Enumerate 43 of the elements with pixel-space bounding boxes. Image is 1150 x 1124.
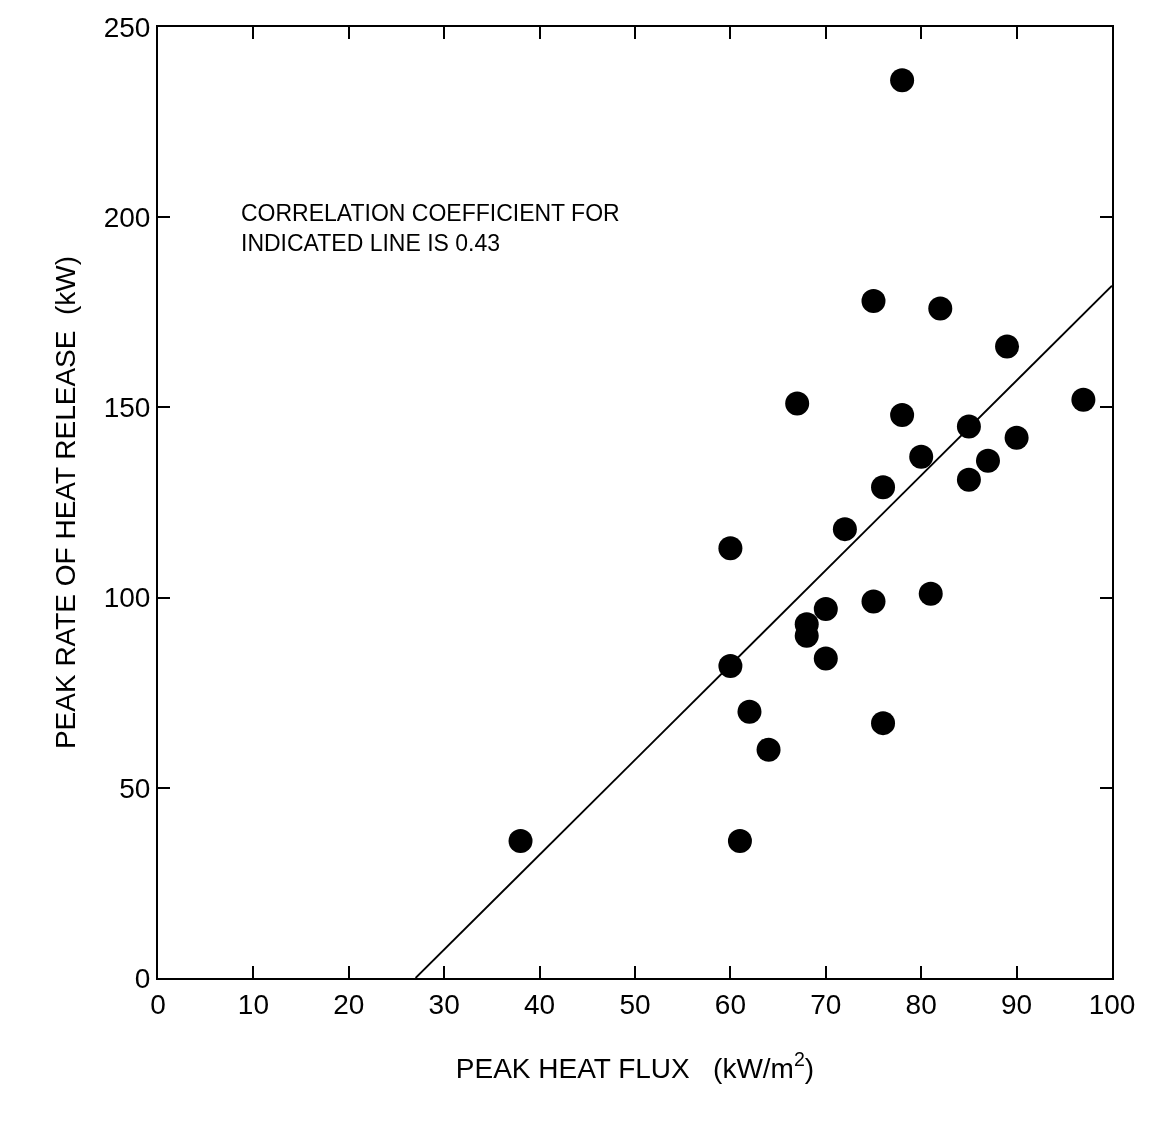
x-tick-label: 90 [1001, 988, 1033, 1020]
point [890, 403, 915, 427]
x-axis-title: PEAK HEAT FLUX (kW/m$^{2}$) [455, 1048, 815, 1085]
y-tick-label: 200 [103, 202, 151, 233]
x-tick-label: 80 [905, 988, 937, 1020]
point [890, 68, 915, 93]
point [871, 475, 896, 500]
point [871, 711, 896, 736]
point [508, 829, 533, 854]
y-tick-label: 0 [134, 962, 151, 994]
point [861, 288, 886, 313]
y-tick-label: 100 [103, 582, 151, 614]
x-tick-label: 20 [333, 988, 365, 1020]
point [718, 536, 743, 561]
y-tick-label: 150 [103, 392, 151, 424]
point [785, 391, 810, 416]
point [956, 467, 981, 492]
x-tick-label: 100 [1088, 988, 1136, 1020]
point [928, 296, 953, 321]
y-axis-title: PEAK RATE OF HEAT RELEASE (kW) [49, 255, 81, 750]
point [718, 654, 743, 679]
point [813, 597, 838, 621]
x-tick-label: 10 [237, 988, 269, 1020]
point [909, 444, 934, 469]
point [727, 829, 752, 854]
point [813, 646, 838, 671]
x-tick-label: 50 [619, 988, 651, 1020]
y-tick-label: 50 [119, 772, 151, 804]
point [861, 589, 886, 614]
point [918, 581, 943, 606]
x-tick-label: 30 [428, 988, 460, 1020]
x-tick-label: 60 [714, 988, 746, 1020]
annotation: CORRELATION COEFFICIENT FOR INDICATED LINE IS 0.43 [241, 200, 620, 256]
point [756, 737, 781, 762]
point [1004, 425, 1029, 450]
point [1071, 387, 1096, 412]
point [737, 699, 762, 724]
point [975, 448, 1000, 473]
y-tick-label: 250 [103, 11, 151, 43]
x-tick-label: 70 [810, 988, 842, 1020]
x-tick-label: 40 [524, 988, 556, 1020]
point [832, 517, 857, 542]
point [995, 334, 1020, 359]
